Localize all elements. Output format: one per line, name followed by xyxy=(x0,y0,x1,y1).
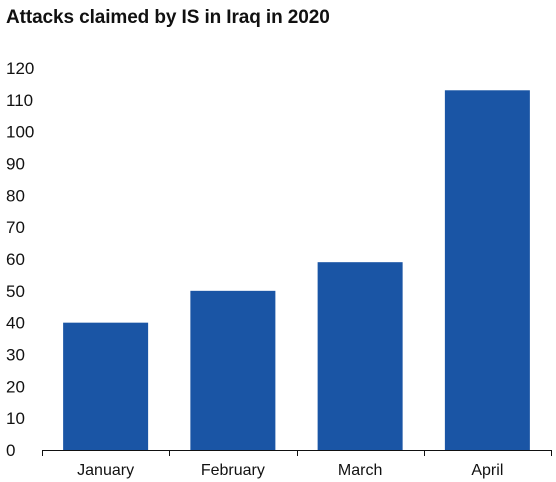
y-tick-label: 50 xyxy=(6,282,25,301)
y-tick-label: 120 xyxy=(6,59,34,78)
y-tick-label: 40 xyxy=(6,314,25,333)
bars-group xyxy=(63,90,530,451)
chart-title: Attacks claimed by IS in Iraq in 2020 xyxy=(6,7,330,28)
y-tick-label: 60 xyxy=(6,250,25,269)
bar-february xyxy=(190,290,276,450)
y-tick-label: 90 xyxy=(6,155,25,174)
y-tick-label: 80 xyxy=(6,186,25,205)
x-axis-labels: January February March April xyxy=(77,462,503,479)
bar-april xyxy=(444,90,530,451)
y-tick-label: 30 xyxy=(6,346,25,365)
bar-march xyxy=(317,262,403,450)
y-tick-label: 20 xyxy=(6,377,25,396)
bar-january xyxy=(63,322,149,450)
x-tick-label-april: April xyxy=(471,462,503,479)
x-axis-ticks xyxy=(42,450,552,456)
x-tick-label-january: January xyxy=(77,462,134,479)
x-tick-label-march: March xyxy=(338,462,382,479)
y-tick-label: 70 xyxy=(6,218,25,237)
x-tick-label-february: February xyxy=(201,462,265,479)
y-tick-label: 110 xyxy=(6,91,33,110)
y-tick-label: 10 xyxy=(6,409,25,428)
y-tick-label: 0 xyxy=(6,441,15,460)
y-axis-ticks: 0 10 20 30 40 50 60 70 80 90 100 110 120 xyxy=(6,59,34,460)
y-tick-label: 100 xyxy=(6,123,34,142)
